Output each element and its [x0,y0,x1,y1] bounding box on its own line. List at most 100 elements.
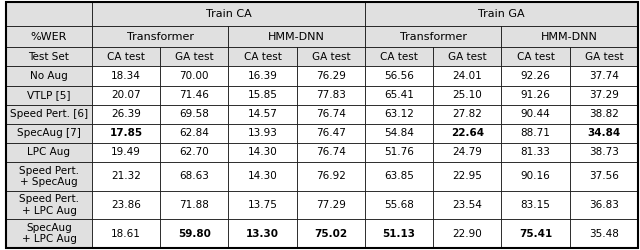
Text: 77.29: 77.29 [316,200,346,210]
Bar [297,66,365,86]
Bar [228,219,297,248]
Bar [570,124,638,143]
Bar [365,124,433,143]
Bar [570,219,638,248]
Bar [297,105,365,124]
Text: CA test: CA test [244,52,282,62]
Bar [6,124,92,143]
Text: 63.85: 63.85 [384,171,414,181]
Text: 55.68: 55.68 [384,200,414,210]
Bar [433,105,502,124]
Text: 13.93: 13.93 [248,128,278,138]
Bar [365,2,638,26]
Bar [92,162,160,191]
Text: 76.74: 76.74 [316,148,346,158]
Text: 56.56: 56.56 [384,71,414,81]
Text: 22.90: 22.90 [452,229,482,239]
Bar [160,86,228,105]
Bar [570,162,638,191]
Text: 69.58: 69.58 [179,109,209,119]
Bar [6,105,92,124]
Bar [433,66,502,86]
Bar [160,162,228,191]
Bar [365,48,433,66]
Text: GA test: GA test [448,52,486,62]
Text: 14.30: 14.30 [248,148,277,158]
Bar [92,66,160,86]
Text: 36.83: 36.83 [589,200,619,210]
Text: 70.00: 70.00 [180,71,209,81]
Bar [502,124,570,143]
Text: 35.48: 35.48 [589,229,619,239]
Bar [228,26,365,48]
Text: 17.85: 17.85 [109,128,143,138]
Text: 24.79: 24.79 [452,148,483,158]
Text: Transformer: Transformer [127,32,194,42]
Text: 22.64: 22.64 [451,128,484,138]
Text: Speed Pert.
+ LPC Aug: Speed Pert. + LPC Aug [19,194,79,216]
Text: 62.70: 62.70 [179,148,209,158]
Bar [228,143,297,162]
Bar [228,162,297,191]
Bar [92,191,160,219]
Bar [365,105,433,124]
Text: 18.34: 18.34 [111,71,141,81]
Text: 76.92: 76.92 [316,171,346,181]
Bar [433,124,502,143]
Bar [228,66,297,86]
Bar [6,2,92,26]
Text: HMM-DNN: HMM-DNN [268,32,325,42]
Bar [433,86,502,105]
Text: 76.29: 76.29 [316,71,346,81]
Text: CA test: CA test [380,52,418,62]
Bar [6,143,92,162]
Bar [92,48,160,66]
Bar [502,66,570,86]
Text: LPC Aug: LPC Aug [28,148,70,158]
Bar [570,105,638,124]
Text: No Aug: No Aug [30,71,68,81]
Text: GA test: GA test [584,52,623,62]
Text: 23.86: 23.86 [111,200,141,210]
Text: 76.47: 76.47 [316,128,346,138]
Text: 77.83: 77.83 [316,90,346,100]
Bar [228,191,297,219]
Bar [297,86,365,105]
Text: 62.84: 62.84 [179,128,209,138]
Text: SpecAug
+ LPC Aug: SpecAug + LPC Aug [22,223,76,244]
Text: GA test: GA test [175,52,214,62]
Bar [297,48,365,66]
Text: 13.30: 13.30 [246,229,279,239]
Bar [92,105,160,124]
Bar [433,162,502,191]
Text: Speed Pert.
+ SpecAug: Speed Pert. + SpecAug [19,166,79,187]
Bar [228,86,297,105]
Text: 83.15: 83.15 [521,200,550,210]
Text: 38.82: 38.82 [589,109,619,119]
Text: VTLP [5]: VTLP [5] [28,90,70,100]
Text: 75.02: 75.02 [314,229,348,239]
Text: 65.41: 65.41 [384,90,414,100]
Bar [570,86,638,105]
Text: 13.75: 13.75 [248,200,278,210]
Bar [502,26,638,48]
Bar [365,86,433,105]
Text: 54.84: 54.84 [384,128,414,138]
Bar [365,143,433,162]
Text: 22.95: 22.95 [452,171,483,181]
Bar [433,191,502,219]
Text: Train GA: Train GA [478,9,525,19]
Text: 90.16: 90.16 [521,171,550,181]
Bar [160,143,228,162]
Text: HMM-DNN: HMM-DNN [541,32,598,42]
Text: 51.76: 51.76 [384,148,414,158]
Text: 51.13: 51.13 [383,229,415,239]
Bar [92,219,160,248]
Text: CA test: CA test [516,52,554,62]
Bar [365,219,433,248]
Bar [6,86,92,105]
Text: 14.57: 14.57 [248,109,278,119]
Bar [160,124,228,143]
Bar [6,191,92,219]
Bar [433,48,502,66]
